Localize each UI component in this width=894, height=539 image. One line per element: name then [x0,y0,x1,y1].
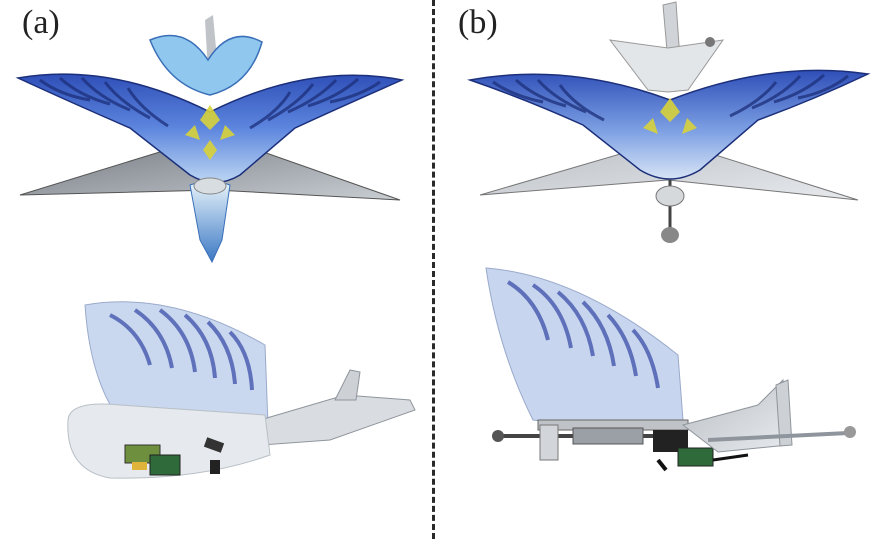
dashed-divider [432,0,435,539]
panel-b: (b) [438,0,894,539]
panel-a: (a) [0,0,430,539]
bird-robot-a-illustration [15,15,416,479]
bird-robot-b-illustration [467,1,871,472]
side-view-a [67,301,416,479]
top-view-b [467,1,871,243]
panel-b-label: (b) [458,4,498,41]
top-view-a [15,15,405,264]
panel-a-label: (a) [22,4,60,41]
side-view-b [485,267,856,472]
